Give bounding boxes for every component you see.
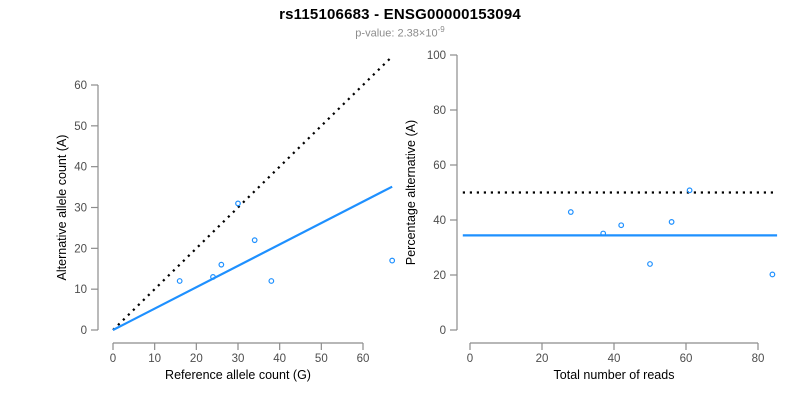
y-tick-label: 80 (433, 105, 446, 117)
y-tick-label: 20 (74, 243, 87, 255)
y-tick-label: 50 (74, 121, 87, 133)
page-title: rs115106683 - ENSG00000153094 (279, 6, 521, 23)
x-tick-label: 60 (680, 353, 693, 365)
y-tick-label: 30 (74, 203, 87, 215)
pvalue-base: 2.38×10 (397, 27, 438, 40)
x-tick-label: 40 (273, 353, 286, 365)
data-point (251, 237, 258, 244)
y-tick-label: 0 (81, 325, 87, 337)
data-point (268, 278, 275, 284)
y-tick-label: 100 (427, 50, 446, 62)
percentage-scatter-panel: 0 20 40 60 80 100 Percentage alternative (A) 0 2… (404, 50, 778, 382)
x-tick-label: 20 (190, 353, 203, 365)
x-tick-label: 60 (357, 353, 370, 365)
y-axis-title: Percentage alternative (A) (404, 120, 418, 265)
data-point (647, 261, 653, 267)
y-tick-label: 40 (74, 162, 87, 174)
allele-count-scatter-panel: 0 10 20 30 40 50 60 Alternative allele count (A… (55, 58, 396, 382)
x-tick-label: 10 (148, 353, 161, 365)
y-tick-label: 60 (433, 160, 446, 172)
x-tick-label: 0 (110, 353, 116, 365)
y-axis-title: Alternative allele count (A) (55, 135, 69, 281)
x-tick-label: 20 (536, 353, 549, 365)
y-tick-label: 60 (74, 80, 87, 92)
x-tick-label: 0 (467, 353, 473, 365)
y-tick-label: 0 (440, 325, 446, 337)
x-tick-label: 80 (752, 353, 765, 365)
data-point (210, 274, 216, 280)
x-axis-title: Reference allele count (G) (165, 368, 311, 382)
data-point (567, 209, 574, 215)
y-tick-label: 10 (74, 284, 87, 296)
data-point (600, 230, 607, 237)
y-tick-label: 40 (433, 215, 446, 227)
data-point (389, 257, 396, 264)
x-tick-label: 50 (315, 353, 328, 365)
data-point (618, 222, 625, 229)
x-axis-title: Total number of reads (554, 368, 675, 382)
x-tick-label: 30 (232, 353, 245, 365)
data-point (176, 278, 183, 284)
data-point (668, 219, 675, 225)
pvalue-exponent: -9 (437, 25, 445, 34)
data-point (235, 200, 241, 207)
regression-line (112, 185, 393, 331)
x-tick-label: 40 (608, 353, 621, 365)
identity-line (112, 58, 391, 331)
data-point (686, 187, 693, 194)
data-point (769, 271, 776, 278)
data-point (218, 261, 225, 268)
pvalue-subtitle: p-value: 2.38×10-9 (0, 25, 800, 40)
y-tick-label: 20 (433, 270, 446, 282)
pvalue-label: p-value: (355, 27, 398, 40)
